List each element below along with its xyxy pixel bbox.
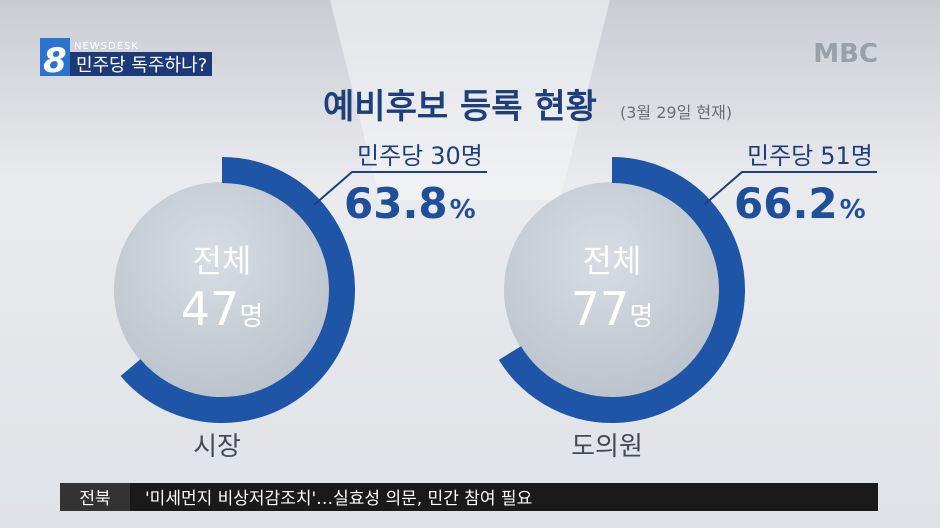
callout-line — [703, 171, 877, 206]
value-unit: % — [450, 195, 476, 225]
headline: 민주당 독주하나? — [76, 55, 207, 76]
series-name: 민주당 — [747, 142, 813, 170]
program-name: NEWSDESK — [74, 41, 139, 52]
series-name: 민주당 — [357, 142, 423, 170]
donut-center — [504, 182, 720, 398]
headline-bar — [70, 52, 212, 76]
category: 시장 — [193, 432, 241, 462]
total: 47 — [181, 282, 240, 336]
center-label: 전체 — [583, 242, 642, 280]
series-count-unit: 명 — [851, 142, 873, 170]
category: 도의원 — [571, 432, 643, 462]
donut-center — [114, 182, 330, 398]
logo-box — [40, 38, 70, 76]
broadcaster-logo: MBC — [813, 39, 878, 69]
chart-title: 예비후보 등록 현황 — [323, 87, 597, 127]
ticker-bar — [60, 483, 878, 511]
series-count: 30 — [430, 142, 461, 170]
donut-arc — [498, 157, 745, 423]
donut-arc — [120, 157, 355, 423]
value-unit: % — [840, 195, 866, 225]
logo-number: 8 — [43, 41, 67, 81]
chart-subtitle: (3월 29일 현재) — [620, 103, 732, 122]
ticker-text: '미세먼지 비상저감조치'…실효성 의문, 민간 참여 필요 — [145, 489, 532, 509]
total: 77 — [571, 282, 630, 336]
value-label: 66.2 — [734, 179, 838, 228]
value-label: 63.8 — [344, 179, 448, 228]
total-unit: 명 — [629, 302, 653, 332]
total-unit: 명 — [239, 302, 263, 332]
series-count-unit: 명 — [461, 142, 483, 170]
ticker-region-box — [60, 483, 130, 511]
light-beam — [330, 0, 610, 200]
ticker-region: 전북 — [79, 489, 110, 509]
center-label: 전체 — [193, 242, 252, 280]
callout-line — [313, 171, 487, 206]
series-count: 51 — [820, 142, 851, 170]
